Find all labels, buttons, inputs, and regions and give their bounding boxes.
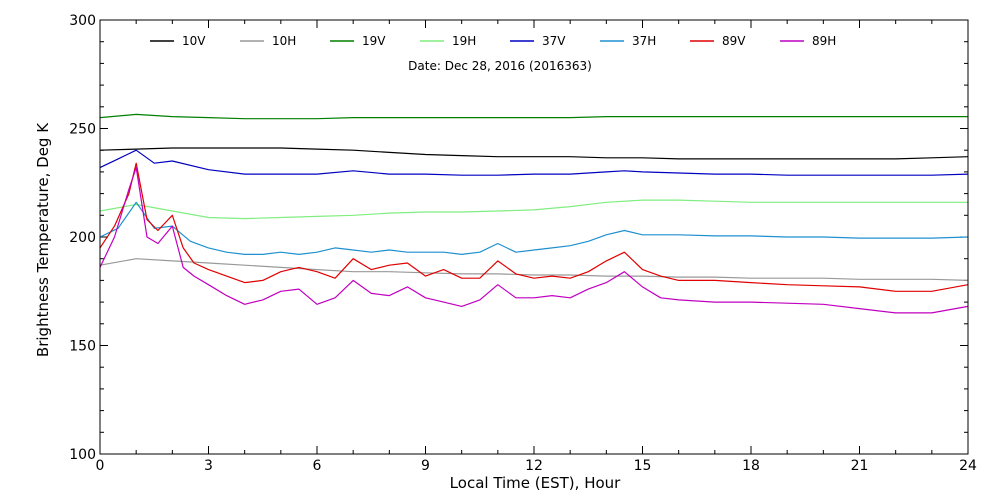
x-axis-title: Local Time (EST), Hour (450, 474, 621, 492)
plot-frame (99, 19, 969, 455)
x-tick-label: 9 (421, 458, 430, 474)
series-line-37h (99, 201, 969, 255)
y-tick-label: 200 (69, 230, 96, 246)
x-tick-label: 18 (742, 458, 760, 474)
x-tick-label: 15 (634, 458, 652, 474)
y-axis-title: Brightness Temperature, Deg K (34, 122, 52, 357)
x-tick-label: 3 (204, 458, 213, 474)
series-line-89h (99, 167, 969, 314)
date-annotation: Date: Dec 28, 2016 (2016363) (408, 59, 592, 73)
y-tick-label: 250 (69, 122, 96, 138)
x-tick-label: 12 (525, 458, 543, 474)
series-line-89v (99, 162, 969, 292)
legend-label-10h: 10H (272, 34, 296, 48)
series-line-19h (99, 199, 968, 220)
legend-label-19v: 19V (362, 34, 386, 48)
axis-ticks: 0 3 6 9 12 15 18 21 24 100 150 200 250 300 (69, 13, 977, 474)
series-line-10v (99, 147, 969, 160)
legend-label-89h: 89H (812, 34, 836, 48)
series-line-19v (99, 113, 968, 120)
series-line-37v (99, 149, 969, 176)
legend-label-19h: 19H (452, 34, 476, 48)
series-line-10h (99, 258, 969, 281)
x-tick-label: 24 (959, 458, 977, 474)
series-lines (99, 113, 969, 314)
y-tick-label: 150 (69, 339, 96, 355)
legend-label-89v: 89V (722, 34, 746, 48)
x-tick-label: 21 (851, 458, 869, 474)
legend-label-37h: 37H (632, 34, 656, 48)
y-tick-label: 100 (69, 447, 96, 463)
x-tick-label: 6 (313, 458, 322, 474)
y-tick-label: 300 (69, 13, 96, 29)
x-tick-label: 0 (96, 458, 105, 474)
legend-label-10v: 10V (182, 34, 206, 48)
legend: 10V 10H 19V 19H 37V 37H 89V 89H (150, 34, 836, 48)
legend-label-37v: 37V (542, 34, 566, 48)
